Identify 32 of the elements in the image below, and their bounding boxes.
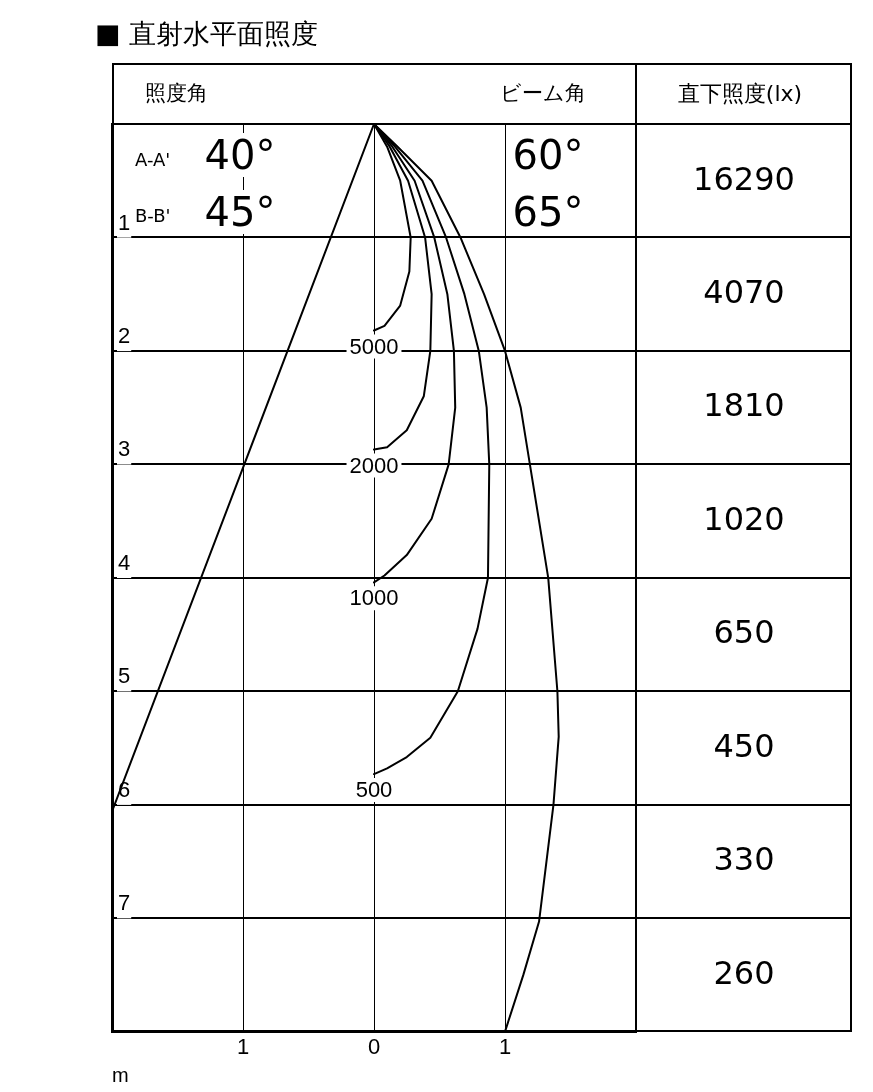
- text: 650: [713, 613, 775, 652]
- text: 16290: [693, 159, 795, 198]
- y-tick-label: 4: [118, 549, 131, 575]
- annotation: 40°: [204, 132, 276, 178]
- text: 直下照度(lx): [677, 80, 803, 106]
- x-tick-label: 0: [367, 1033, 381, 1059]
- x-tick-label: 1: [236, 1033, 250, 1059]
- text: 330: [713, 840, 775, 879]
- series-label: 500: [355, 777, 393, 803]
- annotation: 45°: [204, 189, 276, 235]
- annotation: 60°: [512, 132, 584, 178]
- y-tick-label: 5: [118, 663, 131, 689]
- text: 4070: [703, 272, 785, 311]
- chart-title: ■ 直射水平面照度: [95, 17, 319, 51]
- y-tick-label: 2: [118, 322, 131, 348]
- series-label: 2000: [349, 452, 399, 478]
- y-tick-label: 3: [118, 436, 131, 462]
- annotation: 65°: [512, 189, 584, 235]
- text: 1810: [703, 386, 785, 425]
- y-tick-label: 7: [118, 890, 131, 916]
- annotation: B-B': [135, 205, 171, 227]
- text: 450: [713, 726, 775, 765]
- text: 260: [713, 953, 775, 992]
- series-label: 5000: [349, 333, 399, 359]
- x-tick-label: 1: [498, 1033, 512, 1059]
- text: ビーム角: [500, 81, 586, 106]
- x-axis-title: m: [112, 1063, 129, 1086]
- text: 照度角: [145, 81, 208, 106]
- series-label: 1000: [349, 585, 399, 611]
- text: 1020: [703, 499, 785, 538]
- annotation: A-A': [135, 149, 171, 171]
- y-tick-label: 1: [118, 209, 131, 235]
